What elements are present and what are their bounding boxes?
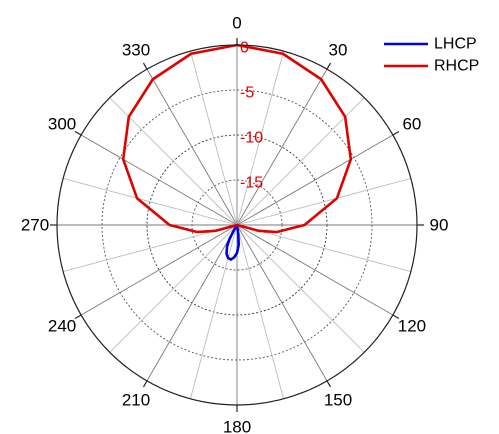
angle-tick-label: 240 bbox=[48, 317, 76, 336]
grid-spoke bbox=[236, 68, 328, 226]
grid-spoke bbox=[236, 224, 285, 399]
angle-tick-label: 180 bbox=[223, 418, 251, 434]
grid-spoke bbox=[109, 97, 238, 226]
grid-spoke bbox=[236, 51, 285, 226]
grid-spoke bbox=[236, 134, 394, 226]
grid-spoke bbox=[236, 224, 328, 382]
grid-spoke bbox=[236, 97, 365, 226]
grid-spoke bbox=[236, 224, 394, 316]
grid-spoke bbox=[80, 224, 238, 316]
grid-spoke bbox=[80, 134, 238, 226]
angle-tick-label: 300 bbox=[48, 115, 76, 134]
grid-spoke bbox=[146, 68, 238, 226]
angle-tick bbox=[326, 380, 332, 388]
grid-spoke bbox=[109, 224, 238, 353]
radial-tick-label: -15 bbox=[240, 175, 263, 192]
legend-label-rhcp: RHCP bbox=[434, 58, 479, 75]
radial-tick-label: -10 bbox=[240, 130, 263, 147]
angle-labels: 0 30 60 90 120 150 180 210 240 270 300 330 bbox=[21, 14, 449, 434]
grid-spoke bbox=[236, 177, 411, 226]
angle-tick-label: 30 bbox=[329, 41, 348, 60]
angle-tick-label: 330 bbox=[122, 41, 150, 60]
series-line-rhcp bbox=[121, 43, 353, 234]
polar-grid bbox=[50, 38, 424, 412]
angle-tick bbox=[142, 62, 148, 70]
series-line-lhcp bbox=[225, 224, 241, 261]
grid-spoke bbox=[236, 224, 365, 353]
angle-tick-label: 120 bbox=[398, 317, 426, 336]
grid-spoke bbox=[63, 177, 238, 226]
angle-tick bbox=[74, 130, 82, 136]
angle-tick bbox=[142, 380, 148, 388]
angle-tick-label: 90 bbox=[430, 216, 449, 235]
outer-ring bbox=[56, 44, 418, 406]
series-layer bbox=[121, 43, 353, 261]
legend-label-lhcp: LHCP bbox=[434, 36, 477, 53]
radial-tick-label: 0 bbox=[240, 40, 249, 57]
angle-tick-label: 150 bbox=[324, 390, 352, 409]
angle-tick bbox=[74, 314, 82, 320]
angle-tick bbox=[392, 130, 400, 136]
grid-spoke bbox=[63, 224, 238, 273]
angle-tick-label: 60 bbox=[402, 115, 421, 134]
angle-tick bbox=[326, 62, 332, 70]
grid-spoke bbox=[146, 224, 238, 382]
angle-tick bbox=[392, 314, 400, 320]
grid-spoke bbox=[189, 51, 238, 226]
grid-spoke bbox=[189, 224, 238, 399]
angle-tick-label: 270 bbox=[21, 216, 49, 235]
radial-labels: 0 -5 -10 -15 bbox=[240, 40, 263, 192]
grid-spoke bbox=[236, 224, 411, 273]
radial-tick-label: -5 bbox=[240, 85, 254, 102]
legend: LHCP RHCP bbox=[384, 36, 479, 75]
angle-tick-label: 0 bbox=[232, 14, 241, 33]
angle-tick-label: 210 bbox=[122, 390, 150, 409]
